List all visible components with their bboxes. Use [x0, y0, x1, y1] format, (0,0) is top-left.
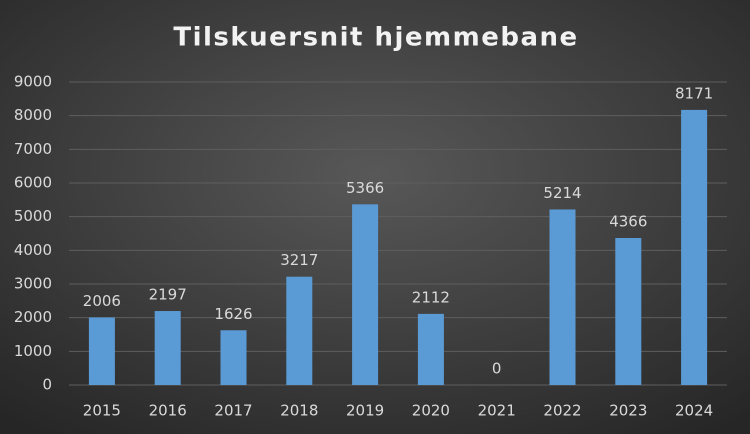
- x-tick-label: 2017: [214, 402, 252, 420]
- bar: [88, 317, 115, 385]
- y-tick-label: 7000: [14, 140, 52, 158]
- y-tick-label: 2000: [14, 308, 52, 326]
- x-tick-label: 2016: [149, 402, 187, 420]
- x-tick-label: 2023: [609, 402, 647, 420]
- bar: [681, 109, 708, 385]
- data-label: 3217: [280, 251, 318, 269]
- bar: [549, 209, 576, 385]
- x-tick-label: 2019: [346, 402, 384, 420]
- data-label: 0: [492, 360, 502, 378]
- y-tick-label: 1000: [14, 342, 52, 360]
- bar: [352, 204, 379, 385]
- y-tick-label: 0: [42, 376, 52, 394]
- x-tick-label: 2020: [412, 402, 450, 420]
- data-label: 5366: [346, 179, 384, 197]
- y-tick-label: 9000: [14, 73, 52, 91]
- x-tick-label: 2022: [543, 402, 581, 420]
- data-label: 1626: [214, 305, 252, 323]
- y-tick-label: 4000: [14, 241, 52, 259]
- data-label: 2197: [149, 286, 187, 304]
- y-tick-label: 6000: [14, 174, 52, 192]
- bar: [220, 330, 247, 385]
- x-tick-label: 2024: [675, 402, 713, 420]
- x-tick-label: 2015: [83, 402, 121, 420]
- bar: [154, 311, 181, 385]
- x-tick-label: 2021: [478, 402, 516, 420]
- bar: [286, 276, 313, 385]
- y-tick-label: 3000: [14, 275, 52, 293]
- data-label: 2112: [412, 288, 450, 306]
- data-label: 8171: [675, 84, 713, 102]
- data-label: 4366: [609, 213, 647, 231]
- bar: [417, 313, 444, 385]
- chart-title: Tilskuersnit hjemmebane: [173, 23, 578, 53]
- y-tick-label: 8000: [14, 106, 52, 124]
- data-label: 2006: [83, 292, 121, 310]
- y-tick-label: 5000: [14, 207, 52, 225]
- data-label: 5214: [543, 184, 581, 202]
- x-tick-label: 2018: [280, 402, 318, 420]
- bar: [615, 238, 642, 385]
